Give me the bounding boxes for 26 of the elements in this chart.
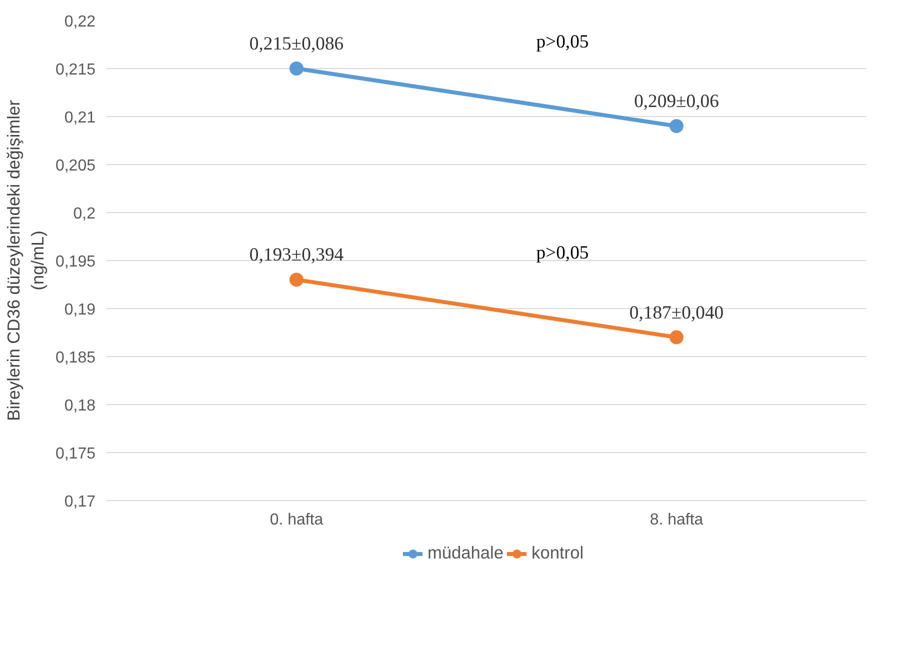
y-tick-label: 0,2 — [73, 206, 96, 222]
y-tick-label: 0,22 — [64, 14, 96, 30]
data-label: 0,193±0,394 — [249, 244, 344, 266]
y-tick-label: 0,18 — [64, 398, 96, 414]
y-tick-label: 0,205 — [55, 158, 96, 174]
point — [290, 62, 304, 76]
data-label: 0,215±0,086 — [249, 34, 344, 54]
annotation: p>0,05 — [536, 242, 589, 264]
y-tick-label: 0,215 — [55, 62, 96, 78]
point — [290, 272, 304, 287]
point — [670, 330, 684, 344]
annotation: p>0,05 — [536, 31, 589, 52]
legend-label: kontrol — [532, 542, 584, 564]
y-axis-title: Bireylerin CD36 düzeylerindeki değişimler (ng/mL) — [3, 100, 48, 421]
y-tick-label: 0,185 — [55, 350, 96, 366]
legend-label: müdahale — [427, 542, 504, 564]
x-tick-label: 0. hafta — [270, 512, 324, 528]
data-label: 0,187±0,040 — [629, 302, 724, 324]
y-tick-label: 0,19 — [64, 302, 96, 318]
point — [670, 119, 684, 134]
y-tick-label: 0,17 — [64, 494, 96, 510]
y-tick-label: 0,195 — [55, 254, 96, 270]
data-label: 0,209±0,06 — [634, 91, 719, 112]
y-tick-label: 0,21 — [64, 110, 96, 126]
x-tick-label: 8. hafta — [650, 512, 704, 528]
y-tick-label: 0,175 — [55, 446, 96, 462]
